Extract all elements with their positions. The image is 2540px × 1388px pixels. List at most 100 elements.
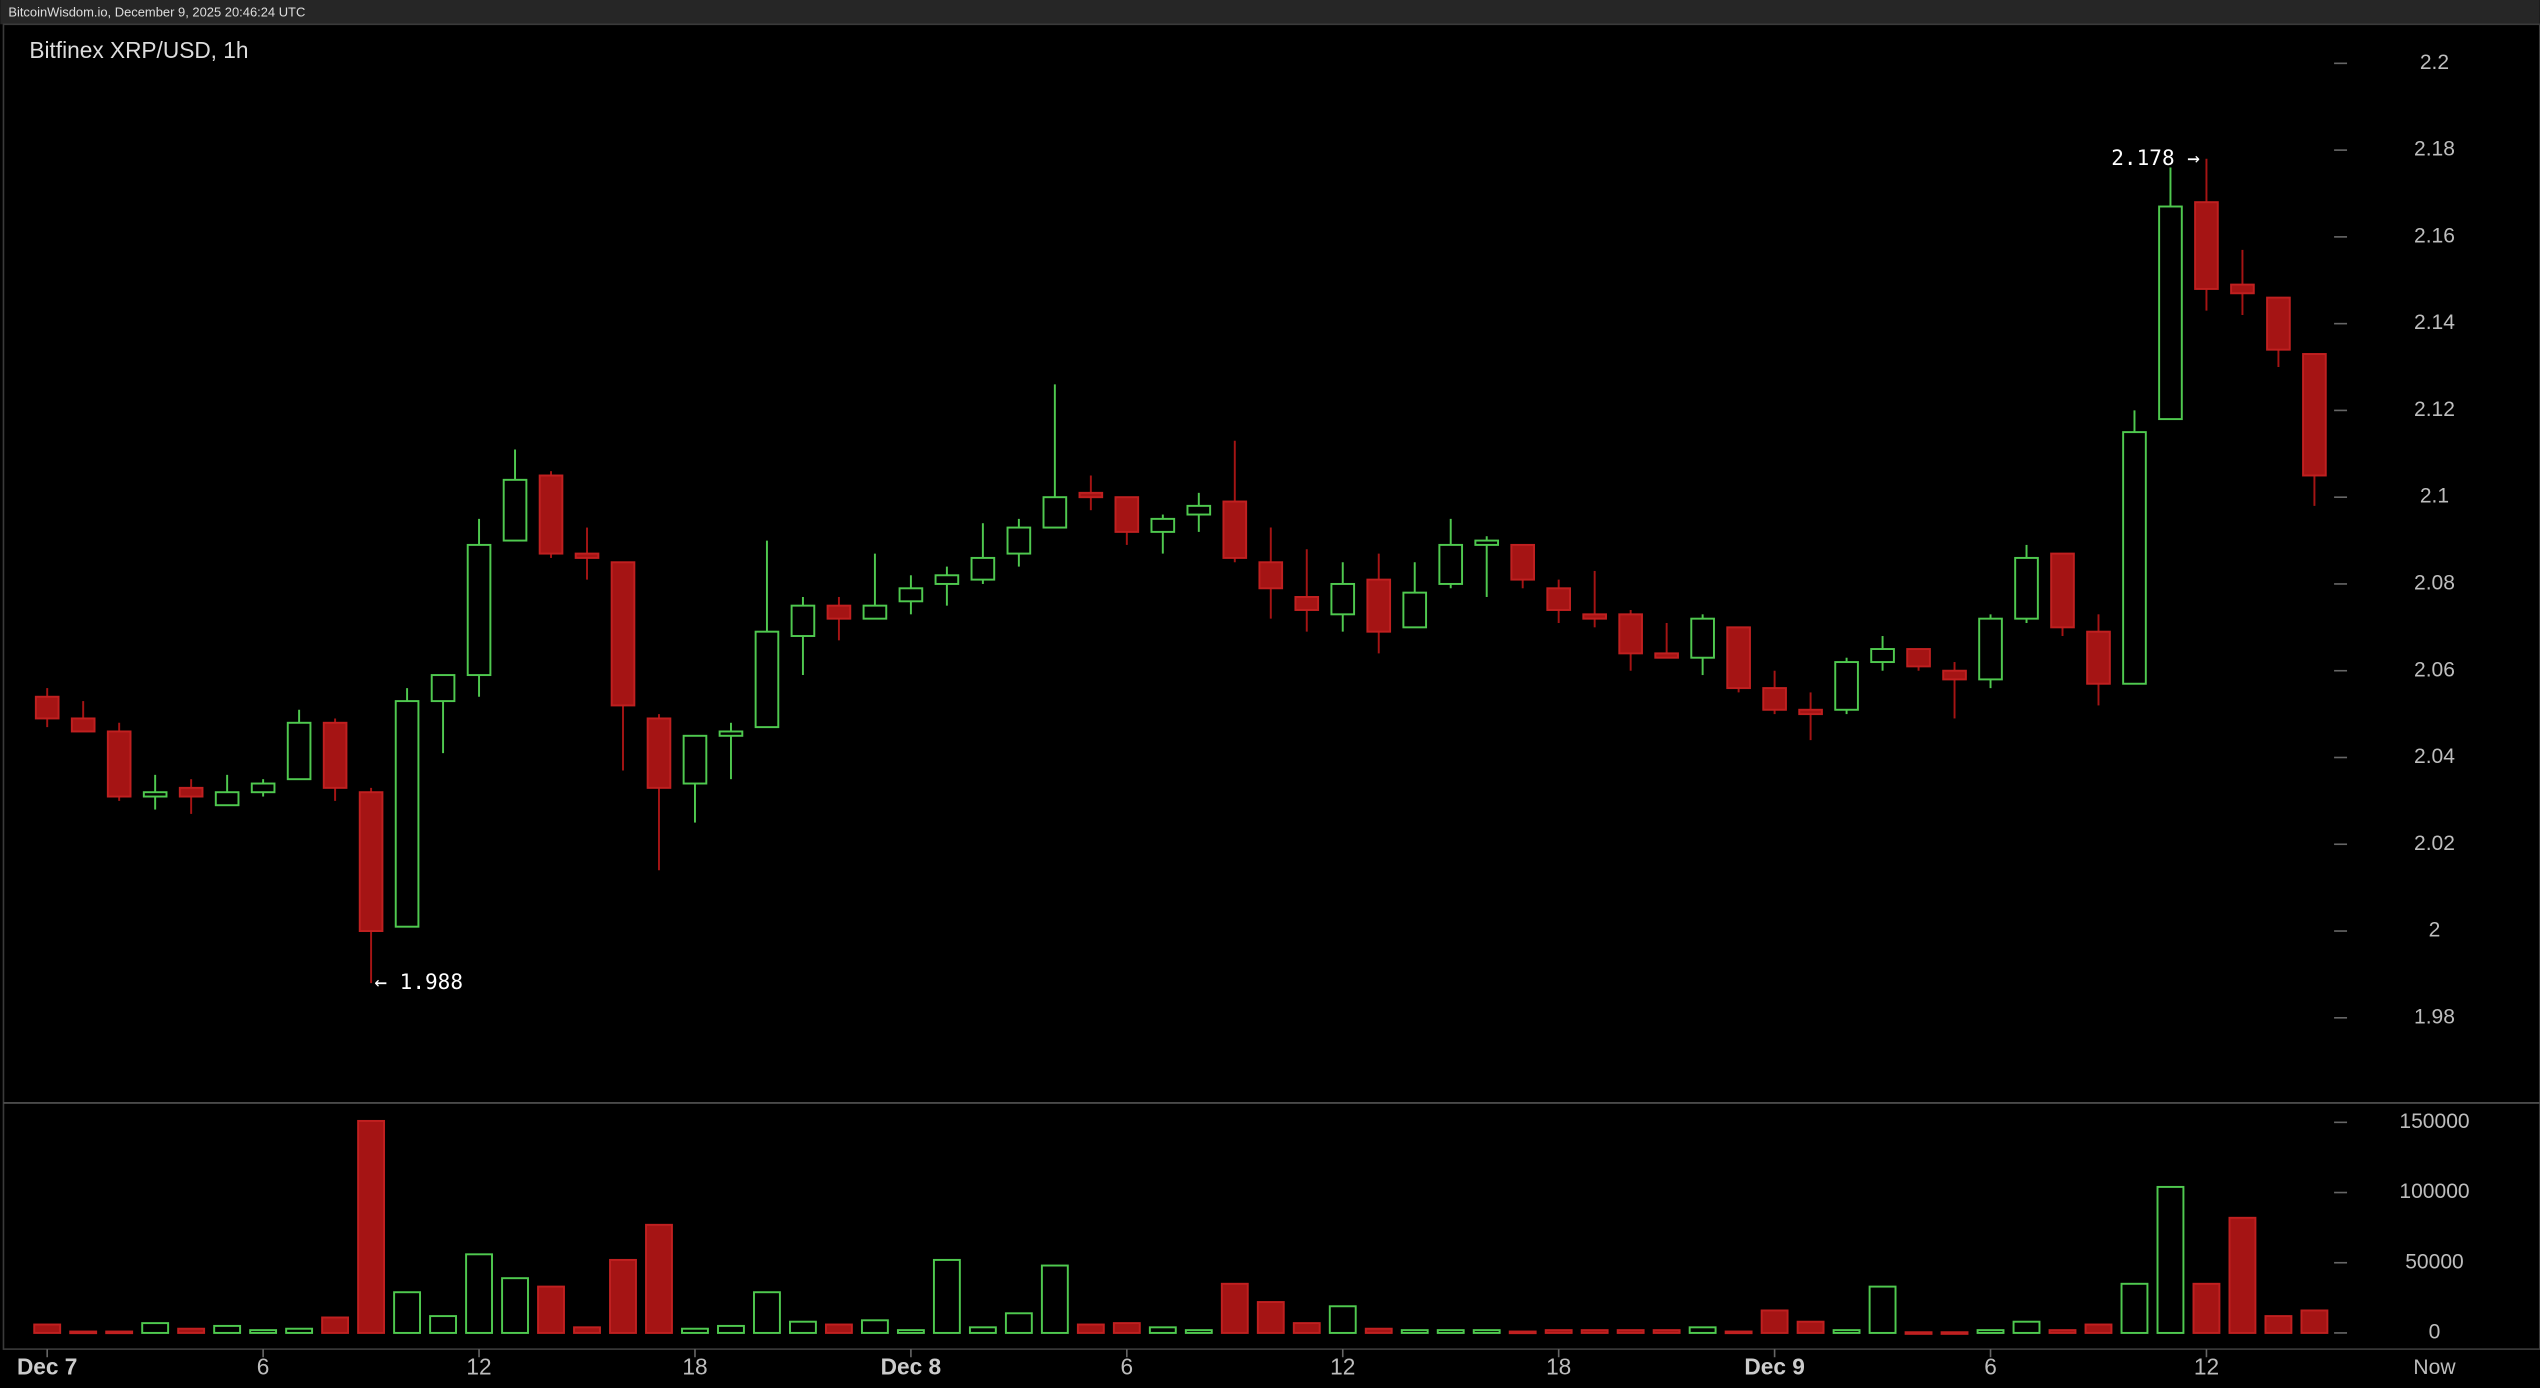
candle-body: [1582, 613, 1607, 620]
volume-bar: [285, 1327, 314, 1334]
candle-body: [178, 786, 204, 798]
candle-body: [1006, 526, 1032, 555]
volume-bar: [2264, 1315, 2293, 1334]
candle-body: [1150, 517, 1176, 533]
candle-body: [646, 717, 672, 789]
volume-bar: [717, 1324, 745, 1334]
chart-title: Bitfinex XRP/USD, 1h: [29, 37, 248, 63]
volume-tick-label: 0: [2429, 1320, 2441, 1343]
candle-body: [1438, 543, 1464, 585]
volume-bar: [609, 1258, 637, 1334]
candle-body: [538, 474, 564, 555]
candle-body: [502, 478, 528, 542]
volume-bar: [1688, 1326, 1717, 1334]
candle-body: [1870, 648, 1895, 664]
low-annotation: ← 1.988: [374, 969, 463, 994]
volume-bar: [357, 1119, 386, 1334]
volume-bar: [537, 1285, 565, 1334]
volume-bar: [2156, 1185, 2185, 1334]
candle-body: [1114, 496, 1140, 533]
volume-bar: [824, 1323, 853, 1334]
candle-body: [1726, 626, 1751, 690]
candle-body: [862, 604, 888, 620]
volume-tick-label: 50000: [2405, 1250, 2464, 1273]
candle-body: [1366, 578, 1392, 633]
y-tick-label: 2.12: [2414, 398, 2455, 421]
volume-bar: [896, 1329, 925, 1334]
volume-bar: [753, 1291, 781, 1334]
candle-body: [1906, 648, 1931, 668]
volume-bar: [1796, 1320, 1825, 1334]
volume-bar: [1472, 1329, 1501, 1334]
candle-body: [610, 561, 636, 707]
volume-bar: [573, 1326, 601, 1334]
volume-bar: [2192, 1282, 2221, 1334]
candle-body: [2194, 201, 2219, 290]
volume-bar: [1400, 1329, 1429, 1334]
volume-bar: [177, 1327, 206, 1334]
x-end-label: Now: [2413, 1356, 2456, 1379]
candle-body: [934, 574, 960, 585]
candle-body: [1762, 687, 1787, 711]
candle-body: [718, 730, 744, 737]
y-tick-label: 2.08: [2414, 572, 2455, 595]
candle-body: [1330, 582, 1356, 616]
volume-bar: [789, 1320, 817, 1334]
volume-bar: [2228, 1216, 2257, 1334]
volume-bar: [213, 1324, 242, 1334]
y-tick-label: 1.98: [2414, 1005, 2455, 1028]
x-tick-label: 12: [1330, 1354, 1355, 1380]
candle-body: [1798, 708, 1823, 716]
volume-bar: [1148, 1326, 1177, 1334]
candle-body: [2158, 205, 2183, 421]
volume-bar: [465, 1253, 493, 1334]
high-annotation: 2.178 →: [2111, 145, 2200, 170]
y-tick-label: 2.18: [2414, 138, 2455, 161]
volume-bar: [1112, 1322, 1141, 1334]
volume-bar: [968, 1326, 997, 1334]
candle-body: [1042, 496, 1068, 529]
y-tick-label: 2: [2429, 919, 2441, 942]
y-tick-label: 2.06: [2414, 658, 2455, 681]
candle-body: [1654, 652, 1679, 659]
candle-body: [358, 791, 384, 933]
volume-bar: [1580, 1329, 1609, 1334]
volume-bar: [2084, 1323, 2113, 1334]
volume-bar: [1040, 1264, 1069, 1334]
candle-body: [466, 543, 492, 677]
candle-body: [1078, 491, 1104, 499]
volume-bar: [1724, 1330, 1753, 1335]
volume-bar: [645, 1223, 673, 1334]
volume-tick-label: 150000: [2399, 1110, 2469, 1133]
volume-bar: [1184, 1329, 1213, 1334]
candle-body: [142, 791, 168, 798]
candle-body: [898, 587, 924, 603]
candle-body: [1618, 613, 1643, 655]
volume-bar: [429, 1315, 457, 1334]
volume-bar: [1832, 1329, 1861, 1334]
volume-bar: [501, 1277, 529, 1334]
candle-body: [1474, 539, 1500, 546]
candle-body: [1186, 504, 1212, 516]
volume-bar: [33, 1323, 62, 1334]
y-tick-label: 2.2: [2420, 51, 2449, 74]
y-tick-label: 2.16: [2414, 224, 2455, 247]
candle-body: [2230, 283, 2255, 295]
candle-body: [826, 604, 852, 620]
volume-bar: [321, 1316, 350, 1334]
volume-bar: [1256, 1301, 1285, 1334]
candle-body: [1942, 669, 1967, 681]
candle-body: [394, 700, 420, 928]
header-text: BitcoinWisdom.io, December 9, 2025 20:46…: [8, 4, 305, 19]
volume-bar: [1508, 1330, 1537, 1335]
candle-body: [286, 721, 312, 781]
candle-body: [574, 552, 600, 559]
volume-bar: [860, 1319, 889, 1334]
candle-body: [2302, 353, 2327, 477]
x-tick-label: 18: [682, 1354, 707, 1380]
volume-bar: [1868, 1285, 1897, 1334]
candle-body: [106, 730, 132, 798]
